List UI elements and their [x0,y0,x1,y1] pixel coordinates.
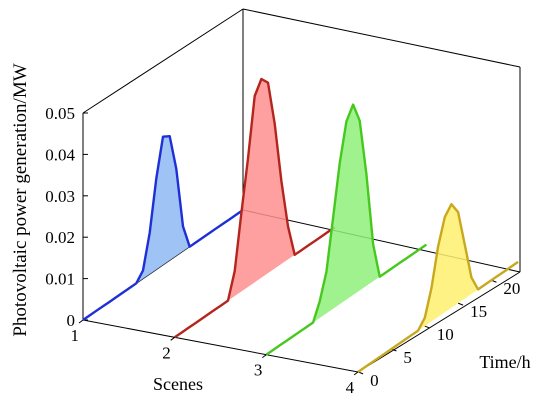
scene-tick-mark [78,319,84,324]
y-tick-label: 0 [67,311,76,330]
time-axis-title: Time/h [479,352,530,372]
scene-tick-label: 4 [346,378,355,397]
back-top-edge [242,8,521,68]
scene-tick-mark [353,371,359,376]
y-tick-label: 0.02 [45,228,75,247]
y-tick-label: 0.03 [45,187,75,206]
time-tick-label: 5 [403,348,412,367]
time-tick-mark [424,325,430,329]
floor-back-edge [242,209,521,273]
left-top-edge [82,8,244,114]
series-scene-2 [174,77,336,339]
series-line [82,135,244,321]
y-tick-label: 0.05 [45,104,75,123]
time-axis-line [357,271,521,373]
series-line [265,103,428,356]
scene-tick-label: 2 [162,343,171,362]
series-area [174,79,335,338]
time-tick-label: 10 [437,325,454,344]
series-scene-1 [82,135,244,321]
series-scene-3 [265,103,428,356]
series-area [266,104,427,355]
time-tick-label: 20 [503,279,520,298]
series-line [357,203,519,373]
time-tick-label: 15 [470,302,487,321]
axis-box [82,8,521,373]
scene-axis-title: Scenes [153,374,203,394]
time-tick-label: 0 [370,371,379,390]
series-group [82,77,519,373]
scene-tick-label: 1 [71,326,80,345]
series-area [83,136,243,320]
series-area [358,204,519,372]
scene-tick-label: 3 [254,361,263,380]
y-axis-ticks: 0 0.01 0.02 0.03 0.04 0.05 [45,104,88,330]
series-line [174,77,336,339]
scene-tick-mark [262,354,267,359]
y-tick-label: 0.01 [45,270,75,289]
scene-axis-ticks: 1 2 3 4 [71,319,359,397]
series-scene-4 [357,203,519,373]
y-tick-label: 0.04 [45,145,75,164]
y-axis-title: Photovoltaic power generation/MW [10,63,31,336]
scene-axis-line [82,319,359,373]
time-tick-mark [457,302,464,306]
scene-tick-mark [170,336,175,341]
